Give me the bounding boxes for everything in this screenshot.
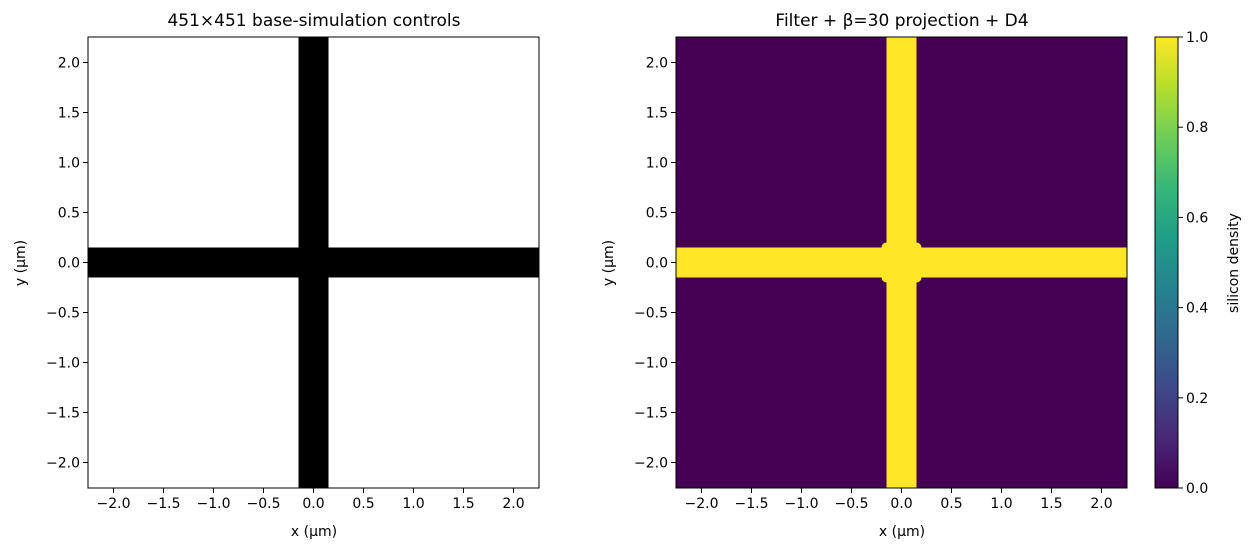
y-tick-label: −1.5 xyxy=(46,406,80,422)
colorbar-tick-label: 0.0 xyxy=(1186,481,1208,497)
x-tick-label: −2.0 xyxy=(97,496,131,512)
y-tick-label: −1.0 xyxy=(634,356,668,372)
colorbar-tick-label: 0.6 xyxy=(1186,210,1208,226)
y-tick-label: −0.5 xyxy=(634,306,668,322)
plot-area xyxy=(675,36,1128,489)
x-tick-label: −0.5 xyxy=(835,496,869,512)
y-tick-label: 2.0 xyxy=(646,56,668,72)
binary-map-panel: 451×451 base-simulation controls −2.0 −1.… xyxy=(13,11,540,540)
x-axis-ticks: −2.0 −1.5 −1.0 −0.5 0.0 0.5 1.0 1.5 2.0 xyxy=(97,488,525,512)
colorbar-tick-label: 1.0 xyxy=(1186,30,1208,46)
y-axis-ticks: −2.0 −1.5 −1.0 −0.5 0.0 0.5 1.0 1.5 2.0 xyxy=(46,56,88,472)
y-tick-label: 1.0 xyxy=(646,156,668,172)
x-tick-label: 1.0 xyxy=(990,496,1012,512)
x-tick-label: 0.0 xyxy=(302,496,324,512)
vertical-bar-mark xyxy=(886,37,917,488)
y-axis-label: y (μm) xyxy=(601,240,617,286)
x-axis-label: x (μm) xyxy=(291,524,337,540)
x-axis-label: x (μm) xyxy=(879,524,925,540)
corner-fillet-mark xyxy=(881,242,887,248)
colorbar-ticks: 0.0 0.2 0.4 0.6 0.8 1.0 xyxy=(1178,30,1208,497)
x-tick-label: 1.5 xyxy=(1040,496,1062,512)
colorbar-tick-label: 0.8 xyxy=(1186,120,1208,136)
x-tick-label: 0.0 xyxy=(890,496,912,512)
corner-fillet-mark xyxy=(916,242,922,248)
y-tick-label: 1.5 xyxy=(58,106,80,122)
y-axis-ticks: −2.0 −1.5 −1.0 −0.5 0.0 0.5 1.0 1.5 2.0 xyxy=(634,56,676,472)
x-tick-label: −0.5 xyxy=(247,496,281,512)
colorbar: 0.0 0.2 0.4 0.6 0.8 1.0 silicon density xyxy=(1154,30,1242,497)
y-tick-label: 0.5 xyxy=(58,206,80,222)
colorbar-tick-label: 0.4 xyxy=(1186,301,1208,317)
y-tick-label: 2.0 xyxy=(58,56,80,72)
density-map-panel: Filter + β=30 projection + D4 −2.0 −1.5 −1… xyxy=(601,11,1128,540)
x-tick-label: 0.5 xyxy=(940,496,962,512)
x-tick-label: 2.0 xyxy=(1090,496,1112,512)
y-tick-label: 1.5 xyxy=(646,106,668,122)
plot-area xyxy=(87,36,540,489)
x-tick-label: 2.0 xyxy=(502,496,524,512)
y-tick-label: −2.0 xyxy=(46,456,80,472)
y-tick-label: −2.0 xyxy=(634,456,668,472)
corner-fillet-mark xyxy=(916,277,922,283)
y-tick-label: 0.0 xyxy=(58,256,80,272)
y-tick-label: −0.5 xyxy=(46,306,80,322)
x-tick-label: −1.5 xyxy=(147,496,181,512)
vertical-bar-mark xyxy=(298,37,329,488)
x-axis-ticks: −2.0 −1.5 −1.0 −0.5 0.0 0.5 1.0 1.5 2.0 xyxy=(685,488,1113,512)
x-tick-label: −1.0 xyxy=(785,496,819,512)
x-tick-label: 1.0 xyxy=(402,496,424,512)
chart-title: Filter + β=30 projection + D4 xyxy=(775,11,1028,31)
colorbar-label: silicon density xyxy=(1226,213,1242,313)
x-tick-label: −2.0 xyxy=(685,496,719,512)
colorbar-tick-label: 0.2 xyxy=(1186,391,1208,407)
x-tick-label: 1.5 xyxy=(452,496,474,512)
colorbar-gradient xyxy=(1154,36,1179,489)
y-tick-label: 0.0 xyxy=(646,256,668,272)
y-tick-label: 0.5 xyxy=(646,206,668,222)
y-axis-label: y (μm) xyxy=(13,240,29,286)
corner-fillet-mark xyxy=(881,277,887,283)
x-tick-label: −1.5 xyxy=(735,496,769,512)
x-tick-label: 0.5 xyxy=(352,496,374,512)
y-tick-label: −1.5 xyxy=(634,406,668,422)
y-tick-label: −1.0 xyxy=(46,356,80,372)
x-tick-label: −1.0 xyxy=(197,496,231,512)
chart-title: 451×451 base-simulation controls xyxy=(167,11,460,31)
y-tick-label: 1.0 xyxy=(58,156,80,172)
